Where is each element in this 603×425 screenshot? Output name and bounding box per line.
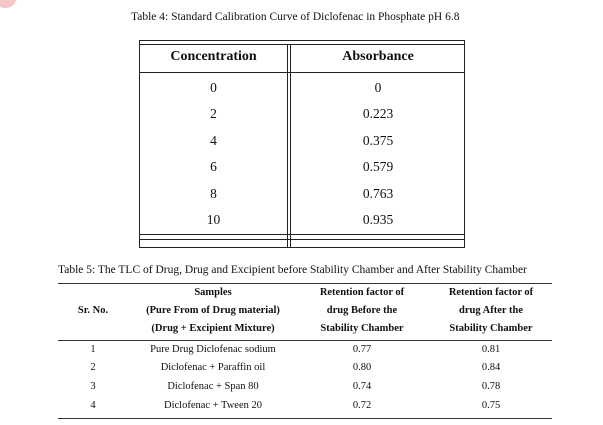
t4-r2-abs: 0.375 bbox=[362, 133, 394, 148]
t5-r2-sample: Diclofenac + Span 80 bbox=[167, 381, 259, 392]
header-before-line3: Stability Chamber bbox=[320, 323, 404, 334]
t4-r5-abs: 0.935 bbox=[362, 212, 394, 227]
header-samples: Samples bbox=[194, 287, 232, 298]
t4-r4-conc: 8 bbox=[210, 186, 217, 201]
table5-bottom-rule bbox=[58, 418, 552, 419]
t5-r1-before: 0.80 bbox=[352, 362, 372, 373]
table4-column-divider bbox=[287, 44, 288, 247]
t5-r3-after: 0.75 bbox=[481, 400, 501, 411]
t4-r0-conc: 0 bbox=[210, 80, 217, 95]
t5-r3-sample: Diclofenac + Tween 20 bbox=[164, 400, 262, 411]
header-after-line3: Stability Chamber bbox=[449, 323, 533, 334]
table4-footer-rule bbox=[140, 234, 464, 235]
header-samples-line3: (Drug + Excipient Mixture) bbox=[151, 323, 275, 334]
t4-r3-abs: 0.579 bbox=[362, 159, 394, 174]
table5-top-rule bbox=[58, 283, 552, 284]
t4-r5-conc: 10 bbox=[206, 212, 221, 227]
header-after-line2: drug After the bbox=[459, 305, 523, 316]
table4-header-rule bbox=[140, 72, 464, 73]
t5-r0-before: 0.77 bbox=[352, 344, 372, 355]
header-before-line2: drug Before the bbox=[326, 305, 398, 316]
t4-r0-abs: 0 bbox=[374, 80, 382, 95]
t5-r1-after: 0.84 bbox=[481, 362, 501, 373]
t5-r3-before: 0.72 bbox=[352, 400, 372, 411]
header-absorbance: Absorbance bbox=[342, 49, 414, 64]
tlc-table: Sr. No. Samples (Pure From of Drug mater… bbox=[58, 283, 552, 419]
table5-caption: Table 5: The TLC of Drug, Drug and Excip… bbox=[58, 264, 527, 276]
t5-r0-after: 0.81 bbox=[481, 344, 501, 355]
corner-decoration bbox=[0, 0, 16, 8]
t5-r1-sr: 2 bbox=[90, 362, 96, 373]
table4-footer-rule-2 bbox=[140, 239, 464, 240]
header-sr-no: Sr. No. bbox=[77, 305, 109, 316]
calibration-table: Concentration Absorbance 0 0 2 0.223 4 0… bbox=[139, 40, 465, 248]
table4-caption: Table 4: Standard Calibration Curve of D… bbox=[131, 11, 460, 23]
t5-r2-sr: 3 bbox=[90, 381, 96, 392]
header-concentration: Concentration bbox=[170, 49, 257, 64]
t4-r4-abs: 0.763 bbox=[362, 186, 394, 201]
t5-r2-after: 0.78 bbox=[481, 381, 501, 392]
table4-column-divider-2 bbox=[290, 44, 291, 247]
header-samples-line2: (Pure From of Drug material) bbox=[146, 305, 280, 316]
header-after: Retention factor of bbox=[448, 287, 534, 298]
t5-r1-sample: Diclofenac + Paraffin oil bbox=[160, 362, 266, 373]
t4-r1-conc: 2 bbox=[210, 106, 217, 121]
header-before: Retention factor of bbox=[319, 287, 405, 298]
table5-header-rule bbox=[58, 340, 552, 341]
table4-top-rule bbox=[140, 44, 464, 45]
t4-r3-conc: 6 bbox=[210, 159, 217, 174]
t4-r2-conc: 4 bbox=[210, 133, 217, 148]
t5-r0-sr: 1 bbox=[90, 344, 96, 355]
t5-r3-sr: 4 bbox=[90, 400, 96, 411]
t5-r2-before: 0.74 bbox=[352, 381, 372, 392]
t4-r1-abs: 0.223 bbox=[362, 106, 394, 121]
t5-r0-sample: Pure Drug Diclofenac sodium bbox=[150, 344, 276, 355]
